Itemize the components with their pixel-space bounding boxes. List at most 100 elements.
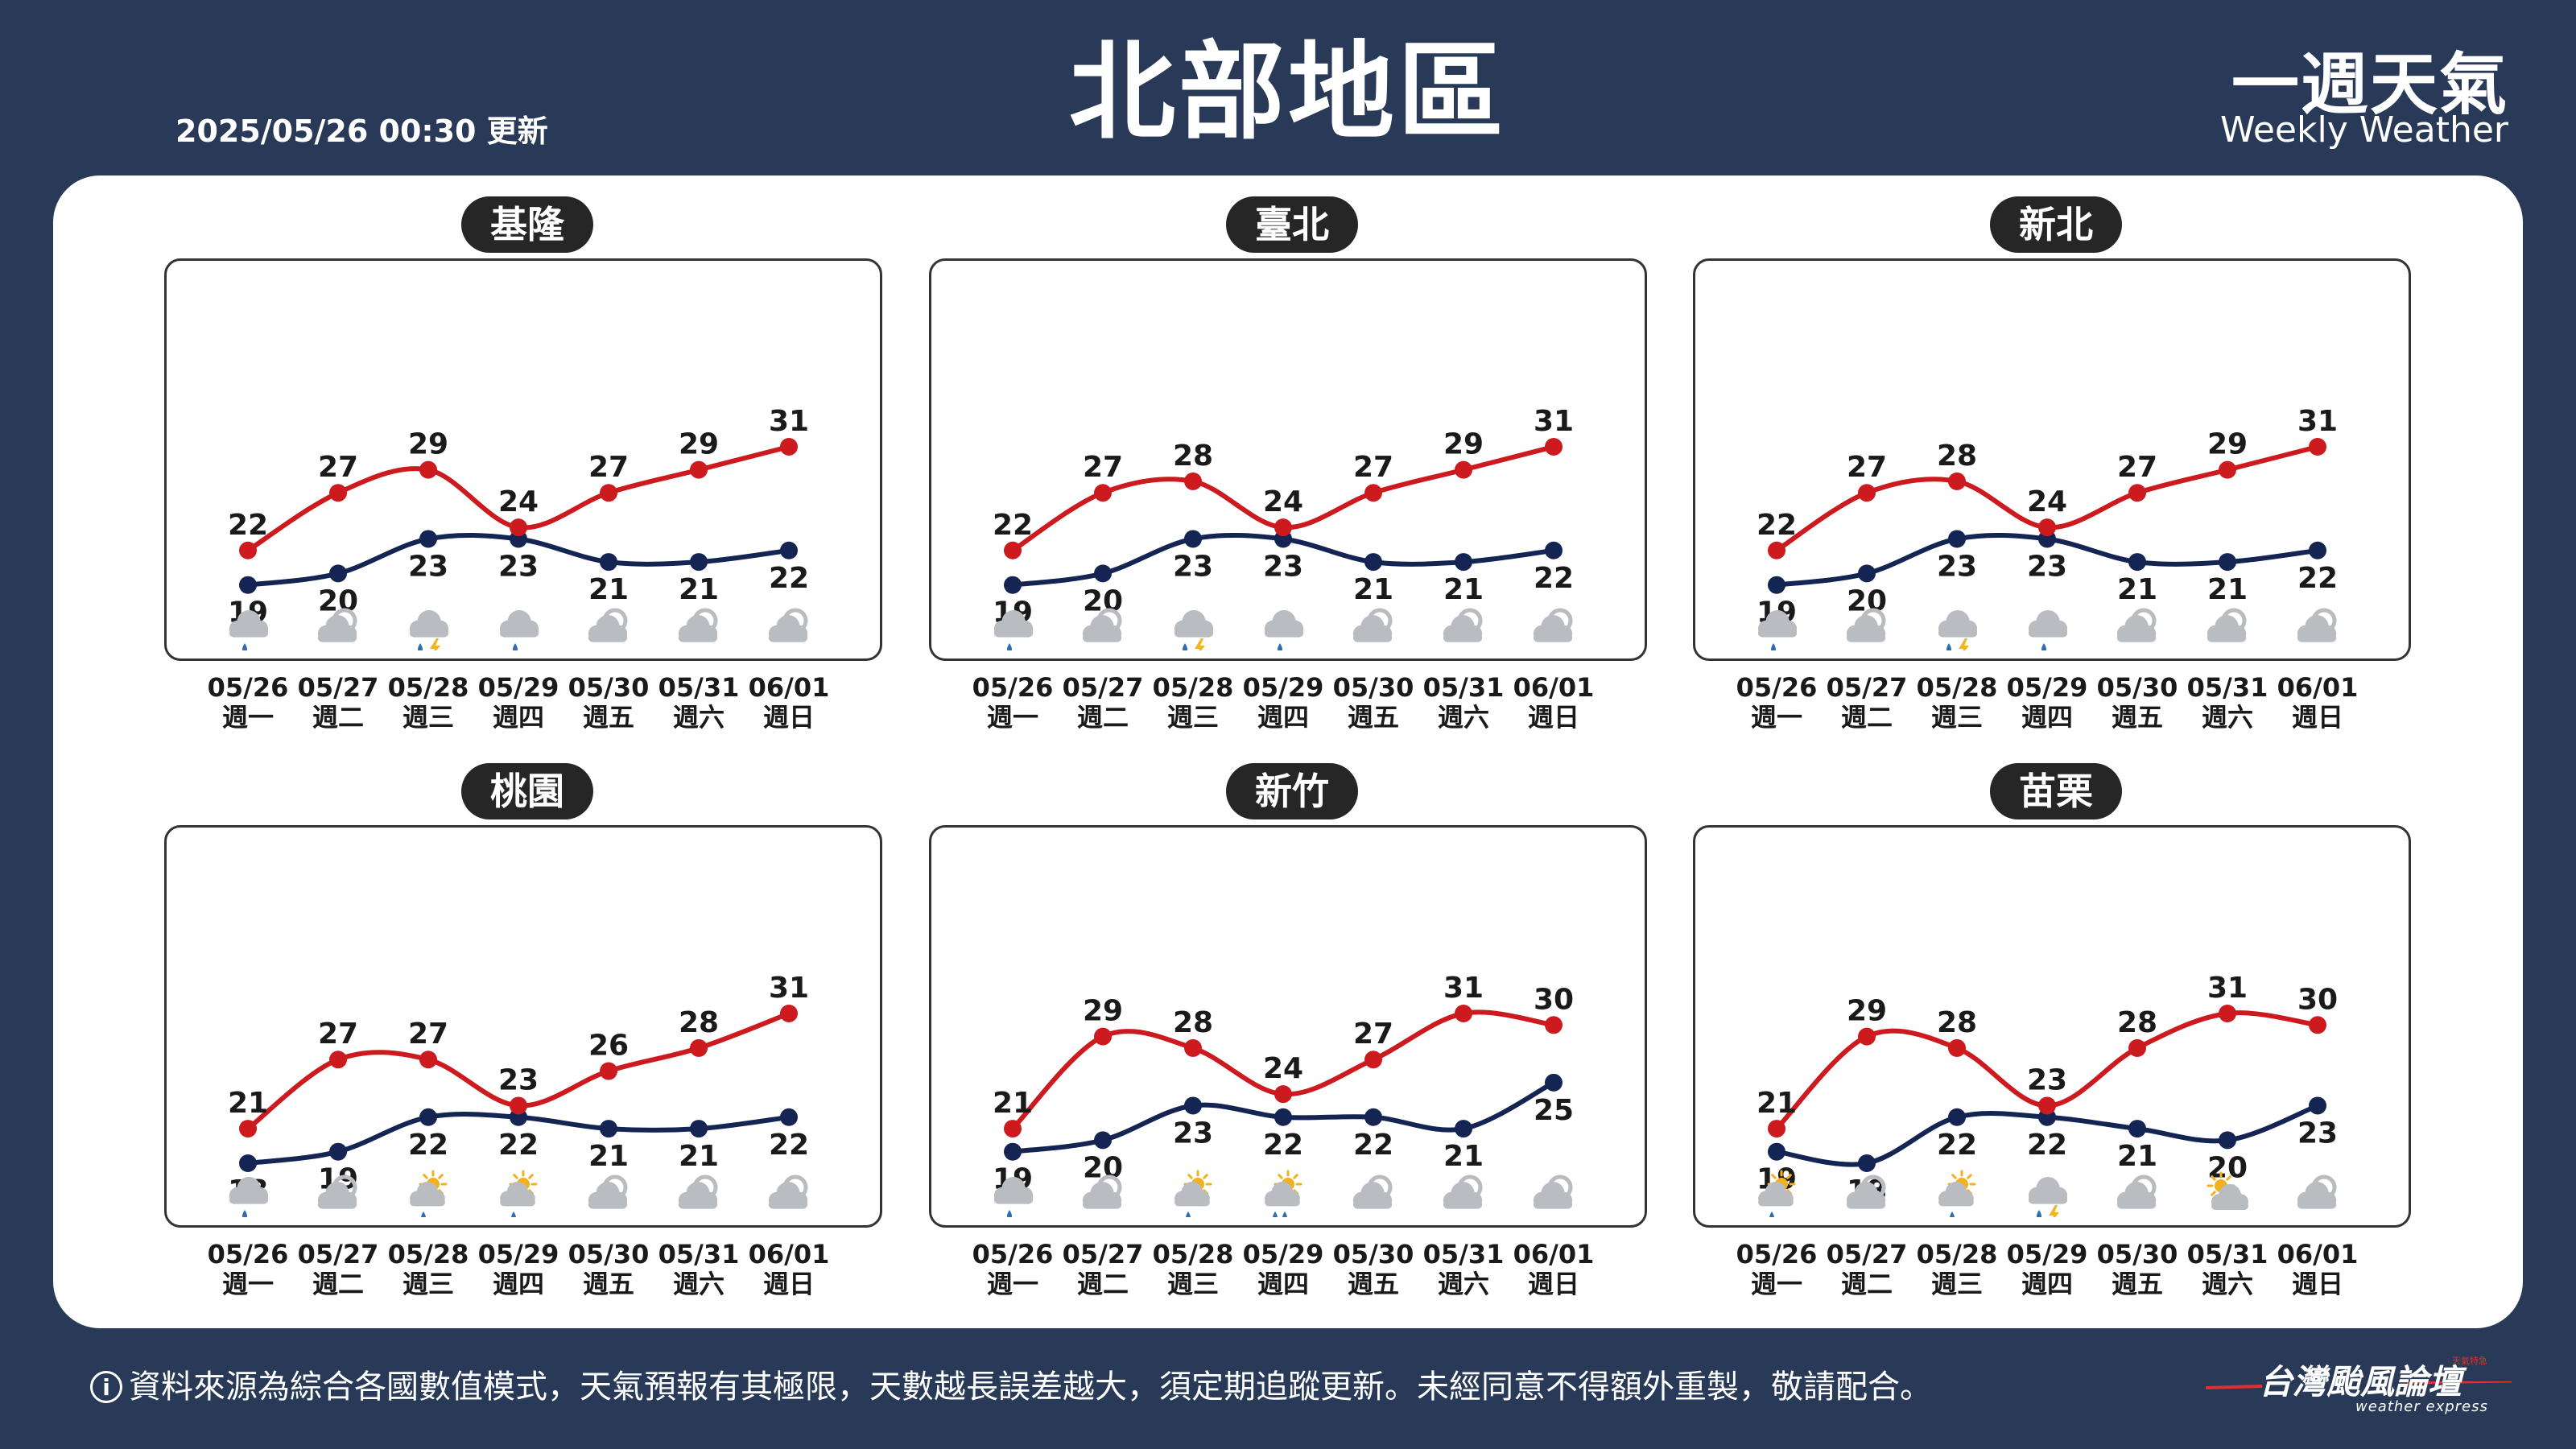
cloud-icon	[317, 608, 357, 642]
high-temp-point	[2128, 484, 2146, 502]
high-temp-point	[510, 518, 527, 537]
date-label: 05/27	[1826, 672, 1908, 703]
city-panel-taoyuan: 桃園 181922222121222127272326283105/26週一05…	[164, 742, 882, 1299]
day-label: 05/30 週五	[560, 1240, 657, 1299]
cloud-icon	[588, 1174, 628, 1209]
low-temp-label: 22	[408, 1129, 448, 1162]
high-temp-point	[329, 484, 347, 502]
high-temp-point	[2309, 438, 2326, 456]
high-temp-point	[239, 1120, 257, 1138]
day-label: 06/01 週日	[741, 1240, 837, 1299]
day-label: 06/01 週日	[2269, 673, 2366, 733]
date-label: 05/31	[2186, 672, 2268, 703]
high-temp-label: 30	[1534, 983, 1574, 1016]
high-temp-label: 27	[588, 451, 629, 484]
low-temp-label: 21	[1443, 1140, 1484, 1173]
high-temp-point	[1768, 541, 1785, 559]
city-panel-keelung: 基隆 192023232121222227292427293105/26週一05…	[164, 175, 882, 733]
high-temp-point	[690, 1038, 708, 1057]
day-label: 05/31 週六	[2179, 1240, 2276, 1299]
high-temp-label: 21	[993, 1087, 1033, 1120]
high-temp-point	[1184, 1038, 1202, 1057]
high-temp-label: 24	[1263, 1052, 1303, 1085]
weekday-label: 週三	[402, 1269, 454, 1299]
sun-cloud-rain-icon	[1938, 1170, 1976, 1217]
page-title: 北部地區	[1069, 31, 1507, 155]
weekday-label: 週六	[672, 1269, 724, 1299]
cloud-icon	[2297, 608, 2337, 642]
date-label: 05/27	[1062, 1239, 1144, 1269]
low-temp-point	[1858, 564, 1876, 583]
day-label: 05/31 週六	[650, 673, 747, 733]
cloud-rain-icon	[993, 1177, 1034, 1217]
high-temp-point	[1545, 438, 1563, 456]
low-temp-point	[1858, 1154, 1876, 1172]
sun-cloud-rain-icon	[410, 1170, 448, 1217]
date-label: 05/29	[1242, 1239, 1324, 1269]
cloud-rain-icon	[229, 610, 269, 650]
high-temp-label: 21	[228, 1087, 268, 1120]
cloud-rain-icon	[229, 1177, 269, 1217]
low-temp-point	[1948, 1108, 1966, 1126]
high-temp-label: 29	[1083, 995, 1123, 1028]
high-temp-point	[1948, 472, 1966, 490]
high-temp-point	[1455, 460, 1472, 479]
high-temp-label: 31	[1534, 405, 1574, 438]
high-temp-label: 24	[1263, 485, 1303, 518]
cloud-rain-icon	[993, 610, 1034, 650]
date-label: 06/01	[748, 1239, 830, 1269]
logo-swoosh-icon	[2206, 1381, 2512, 1389]
high-temp-point	[2309, 1016, 2326, 1034]
high-temp-label: 28	[1937, 1006, 1977, 1039]
day-label: 05/29 週四	[1235, 673, 1331, 733]
day-label: 05/28 週三	[380, 673, 477, 733]
cloud-icon	[1352, 608, 1393, 642]
city-panel-taipei: 臺北 192023232121222227282427293105/26週一05…	[929, 175, 1647, 733]
day-label: 05/29 週四	[1999, 1240, 2095, 1299]
low-temp-point	[239, 576, 257, 594]
low-temp-label: 23	[1173, 1117, 1213, 1150]
low-temp-point	[1455, 553, 1472, 572]
forecast-card: 基隆 192023232121222227292427293105/26週一05…	[53, 175, 2523, 1328]
high-temp-label: 28	[1937, 440, 1977, 473]
high-temp-label: 30	[2297, 983, 2338, 1016]
high-temp-label: 28	[1173, 440, 1213, 473]
high-temp-point	[419, 460, 437, 479]
thunderstorm-icon	[2028, 1177, 2068, 1217]
high-temp-label: 29	[2207, 428, 2248, 461]
high-temp-label: 27	[1353, 451, 1393, 484]
cloud-icon	[1443, 1174, 1483, 1209]
low-temp-point	[1948, 530, 1966, 548]
high-temp-label: 27	[318, 1018, 358, 1051]
low-temp-point	[329, 1142, 347, 1161]
low-temp-point	[780, 541, 798, 559]
cloud-icon	[1846, 608, 1886, 642]
high-temp-point	[780, 438, 798, 456]
cloud-icon	[1533, 608, 1573, 642]
high-temp-point	[1274, 1085, 1292, 1104]
day-label: 05/26 週一	[200, 673, 296, 733]
low-temp-point	[690, 1120, 708, 1138]
date-label: 05/29	[1242, 672, 1324, 703]
day-label: 05/26 週一	[1728, 1240, 1825, 1299]
high-temp-label: 27	[1847, 451, 1887, 484]
high-temp-point	[1858, 484, 1876, 502]
low-temp-point	[329, 564, 347, 583]
low-temp-label: 23	[2027, 550, 2067, 583]
low-temp-label: 22	[1937, 1129, 1977, 1162]
weekday-label: 週三	[1930, 702, 1983, 733]
weekday-label: 週日	[1527, 1269, 1579, 1299]
low-temp-point	[2219, 553, 2236, 572]
day-label: 05/29 週四	[1999, 673, 2095, 733]
temperature-chart: 1920232321212222272824272931	[993, 405, 1574, 650]
high-temp-point	[600, 484, 617, 502]
low-temp-label: 21	[679, 573, 719, 606]
weekday-label: 週二	[312, 1269, 364, 1299]
low-temp-point	[1768, 1142, 1785, 1161]
temperature-chart: 1819222221212221272723262831	[228, 972, 809, 1217]
high-temp-point	[239, 541, 257, 559]
high-temp-point	[1768, 1120, 1785, 1138]
high-temp-label: 27	[408, 1018, 448, 1051]
low-temp-point	[1184, 530, 1202, 548]
low-temp-label: 22	[498, 1129, 539, 1162]
